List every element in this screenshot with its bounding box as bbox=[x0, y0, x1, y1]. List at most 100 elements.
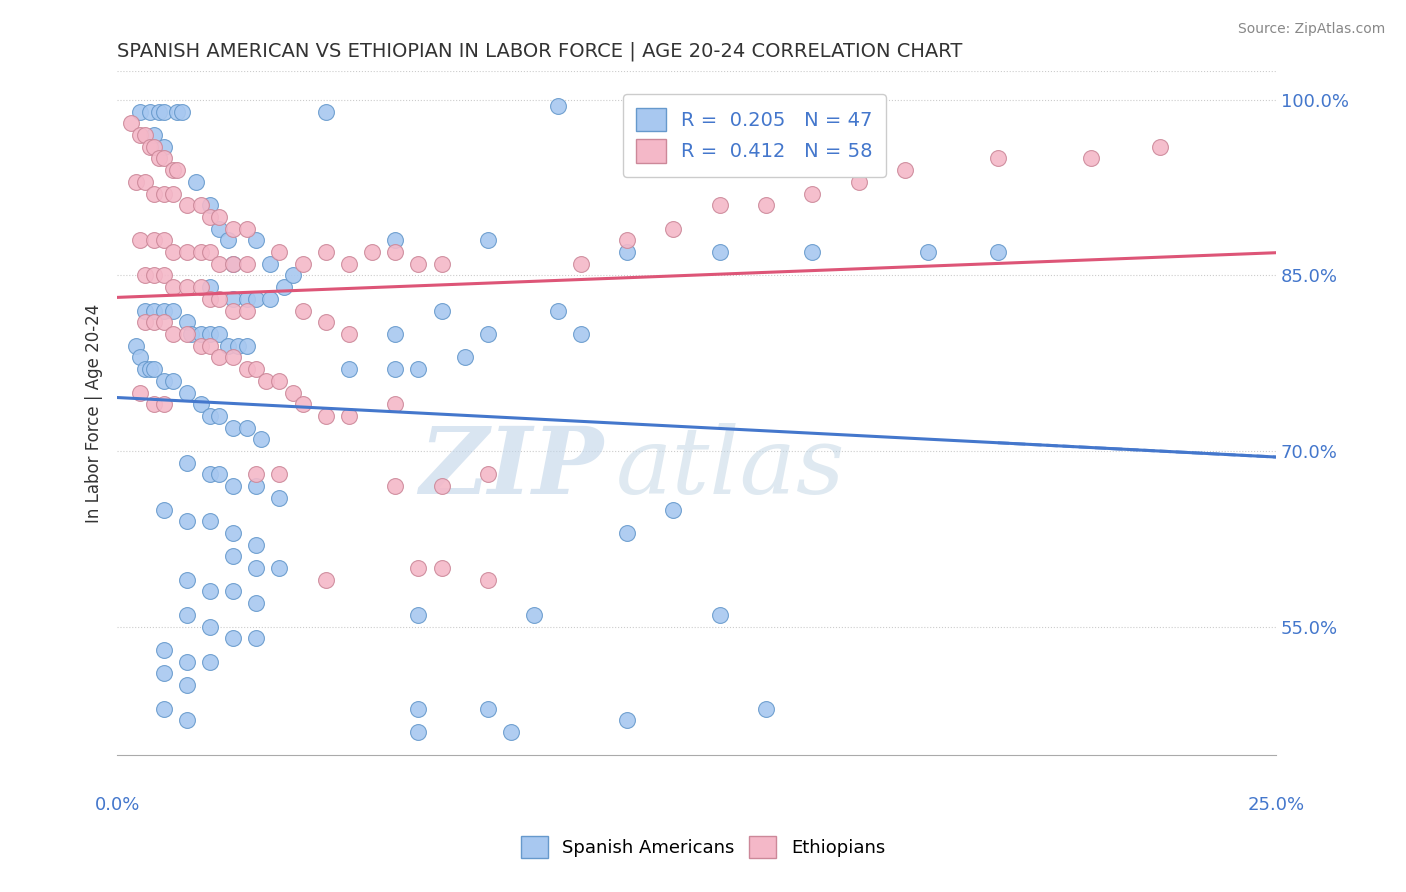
Point bbox=[162, 186, 184, 201]
Point bbox=[152, 303, 174, 318]
Point bbox=[501, 725, 523, 739]
Point bbox=[152, 186, 174, 201]
Point bbox=[283, 268, 305, 283]
Point bbox=[430, 257, 453, 271]
Point bbox=[236, 303, 259, 318]
Point bbox=[337, 257, 360, 271]
Point bbox=[245, 292, 267, 306]
Point bbox=[662, 502, 685, 516]
Legend: Spanish Americans, Ethiopians: Spanish Americans, Ethiopians bbox=[513, 829, 893, 865]
Point bbox=[120, 116, 142, 130]
Point bbox=[180, 326, 202, 341]
Point bbox=[143, 268, 166, 283]
Point bbox=[176, 607, 198, 622]
Point bbox=[198, 198, 221, 212]
Point bbox=[162, 374, 184, 388]
Point bbox=[176, 280, 198, 294]
Point bbox=[148, 152, 170, 166]
Point bbox=[138, 104, 160, 119]
Point bbox=[384, 397, 406, 411]
Point bbox=[477, 467, 499, 482]
Point bbox=[315, 245, 337, 260]
Y-axis label: In Labor Force | Age 20-24: In Labor Force | Age 20-24 bbox=[86, 303, 103, 523]
Point bbox=[259, 257, 281, 271]
Point bbox=[176, 385, 198, 400]
Point bbox=[250, 433, 273, 447]
Point bbox=[198, 467, 221, 482]
Point bbox=[143, 233, 166, 247]
Point bbox=[129, 233, 152, 247]
Point bbox=[408, 561, 430, 575]
Point bbox=[152, 643, 174, 657]
Point bbox=[190, 339, 212, 353]
Point bbox=[208, 467, 231, 482]
Point bbox=[226, 339, 249, 353]
Text: Source: ZipAtlas.com: Source: ZipAtlas.com bbox=[1237, 22, 1385, 37]
Point bbox=[134, 268, 156, 283]
Point bbox=[523, 607, 546, 622]
Point bbox=[430, 479, 453, 493]
Point bbox=[269, 561, 291, 575]
Point bbox=[408, 701, 430, 715]
Point bbox=[184, 175, 207, 189]
Point bbox=[236, 257, 259, 271]
Point bbox=[198, 326, 221, 341]
Point bbox=[143, 397, 166, 411]
Point bbox=[709, 245, 731, 260]
Point bbox=[222, 221, 245, 235]
Point bbox=[143, 362, 166, 376]
Point bbox=[217, 339, 239, 353]
Point bbox=[129, 128, 152, 142]
Point bbox=[337, 409, 360, 423]
Point bbox=[408, 362, 430, 376]
Point bbox=[616, 245, 638, 260]
Point bbox=[138, 139, 160, 153]
Legend: R =  0.205   N = 47, R =  0.412   N = 58: R = 0.205 N = 47, R = 0.412 N = 58 bbox=[623, 94, 886, 177]
Point bbox=[291, 303, 314, 318]
Point bbox=[384, 326, 406, 341]
Point bbox=[198, 245, 221, 260]
Point bbox=[176, 198, 198, 212]
Point bbox=[152, 397, 174, 411]
Point bbox=[152, 374, 174, 388]
Point bbox=[134, 175, 156, 189]
Point bbox=[152, 268, 174, 283]
Text: SPANISH AMERICAN VS ETHIOPIAN IN LABOR FORCE | AGE 20-24 CORRELATION CHART: SPANISH AMERICAN VS ETHIOPIAN IN LABOR F… bbox=[117, 42, 963, 62]
Text: ZIP: ZIP bbox=[419, 423, 603, 513]
Point bbox=[198, 409, 221, 423]
Point bbox=[547, 99, 569, 113]
Point bbox=[245, 479, 267, 493]
Point bbox=[1149, 139, 1171, 153]
Point bbox=[848, 175, 870, 189]
Point bbox=[134, 303, 156, 318]
Point bbox=[222, 632, 245, 646]
Point bbox=[198, 280, 221, 294]
Point bbox=[129, 104, 152, 119]
Point bbox=[152, 701, 174, 715]
Point bbox=[245, 561, 267, 575]
Point bbox=[222, 292, 245, 306]
Point bbox=[245, 596, 267, 610]
Point bbox=[134, 362, 156, 376]
Point bbox=[709, 198, 731, 212]
Point bbox=[616, 525, 638, 540]
Point bbox=[408, 725, 430, 739]
Point bbox=[129, 385, 152, 400]
Point bbox=[222, 303, 245, 318]
Point bbox=[190, 397, 212, 411]
Point bbox=[755, 198, 778, 212]
Point bbox=[236, 420, 259, 434]
Point bbox=[208, 351, 231, 365]
Point bbox=[152, 139, 174, 153]
Point bbox=[198, 339, 221, 353]
Point bbox=[384, 233, 406, 247]
Point bbox=[176, 678, 198, 692]
Point bbox=[198, 584, 221, 599]
Text: 0.0%: 0.0% bbox=[94, 797, 139, 814]
Point bbox=[125, 339, 148, 353]
Text: 25.0%: 25.0% bbox=[1247, 797, 1305, 814]
Point bbox=[408, 607, 430, 622]
Point bbox=[236, 292, 259, 306]
Point bbox=[208, 221, 231, 235]
Point bbox=[166, 163, 188, 178]
